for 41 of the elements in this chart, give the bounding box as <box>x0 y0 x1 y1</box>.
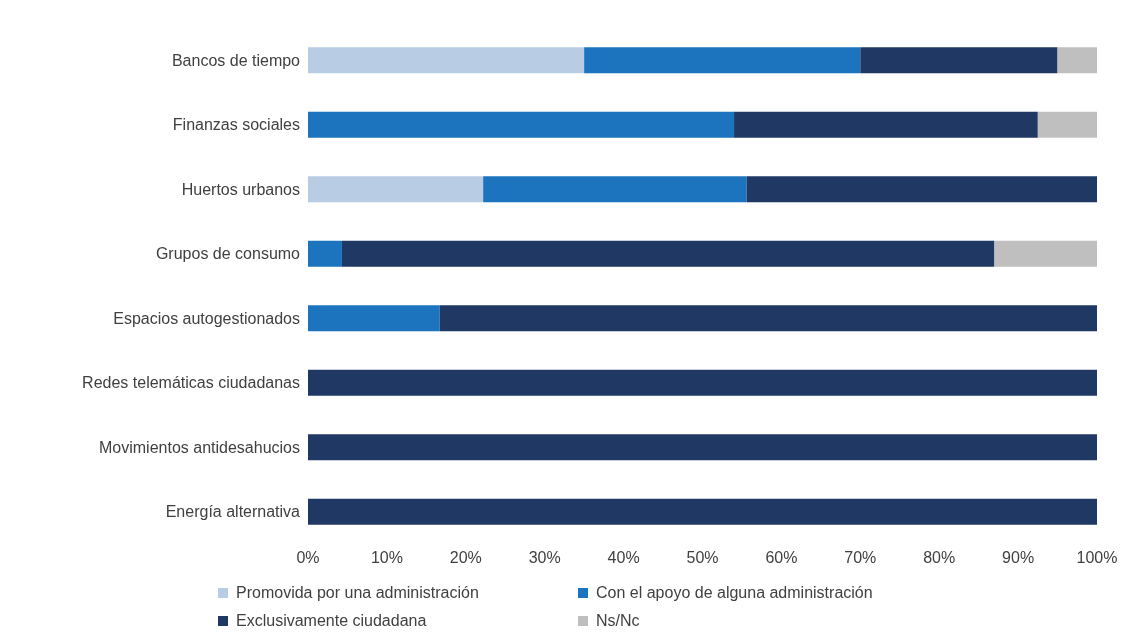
y-tick-label: Bancos de tiempo <box>171 51 301 69</box>
x-tick-label: 40% <box>607 549 640 567</box>
x-tick-label: 60% <box>765 549 798 567</box>
bar <box>1037 111 1097 138</box>
bar <box>308 305 440 332</box>
y-tick-label: Energía alternativa <box>165 503 301 521</box>
x-tick-label: 90% <box>1002 549 1035 567</box>
legend-label: Con el apoyo de alguna administración <box>596 584 873 602</box>
bar <box>308 369 1097 396</box>
bar <box>341 240 995 267</box>
bar <box>308 498 1097 525</box>
x-tick-label: 0% <box>296 549 320 567</box>
legend-label: Promovida por una administración <box>236 584 479 602</box>
bar <box>1057 47 1097 74</box>
y-tick-label: Redes telemáticas ciudadanas <box>82 374 300 392</box>
legend-label: Ns/Nc <box>596 612 640 630</box>
bar <box>308 47 585 74</box>
y-tick-label: Grupos de consumo <box>155 245 301 263</box>
bar <box>584 47 861 74</box>
bar <box>439 305 1097 332</box>
x-tick-label: 70% <box>844 549 877 567</box>
x-tick-label: 50% <box>686 549 719 567</box>
x-tick-label: 10% <box>370 549 403 567</box>
bar <box>308 240 342 267</box>
bar <box>734 111 1038 138</box>
y-tick-label: Finanzas sociales <box>172 116 300 134</box>
x-tick-label: 20% <box>449 549 482 567</box>
bar <box>483 176 747 203</box>
x-tick-label: 30% <box>528 549 561 567</box>
bar <box>860 47 1058 74</box>
y-tick-label: Huertos urbanos <box>181 180 300 198</box>
y-tick-label: Movimientos antidesahucios <box>99 438 300 456</box>
bar <box>308 176 484 203</box>
bar <box>746 176 1097 203</box>
bar <box>308 434 1097 461</box>
x-tick-label: 100% <box>1076 549 1118 567</box>
bar <box>308 111 735 138</box>
bar <box>994 240 1097 267</box>
x-tick-label: 80% <box>923 549 956 567</box>
y-tick-label: Espacios autogestionados <box>113 309 300 327</box>
legend-label: Exclusivamente ciudadana <box>236 612 427 630</box>
